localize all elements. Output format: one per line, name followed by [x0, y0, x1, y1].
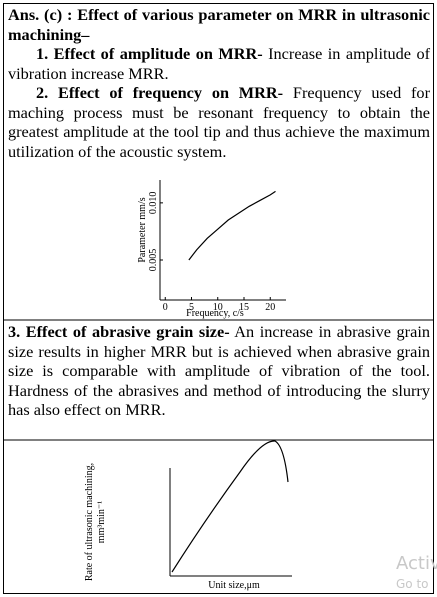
title-text: Ans. (c) : Effect of various parameter o…	[8, 5, 430, 44]
y-axis-label: Parameter mm/s	[137, 197, 148, 262]
watermark: Activ	[396, 553, 437, 574]
x-tick-label: 10	[213, 302, 223, 313]
section-text: An increase in abrasive grain size resul…	[8, 322, 430, 419]
watermark: Go to	[396, 577, 429, 591]
section-text: Increase in amplitude of vibration incre…	[8, 44, 431, 83]
section-heading: 2. Effect of frequency on MRR-	[36, 83, 284, 102]
title: Ans. (c) : Effect of various parameter o…	[8, 5, 430, 44]
x-tick-label: 5	[189, 302, 194, 313]
section-heading: 1. Effect of amplitude on MRR-	[36, 44, 263, 63]
y-tick-label: 0.005	[148, 249, 159, 272]
x-tick-label: 0	[163, 302, 168, 313]
section-text: Frequency used for maching process must …	[8, 83, 430, 161]
data-line	[188, 190, 276, 261]
curve	[171, 440, 289, 573]
x-tick-label: 15	[239, 302, 249, 313]
y-axis-label-box: Rate of ultrasonic machining, mm³min⁻¹	[84, 462, 107, 582]
section: 1. Effect of amplitude on MRR- Increase …	[8, 44, 430, 83]
y-tick-label: 0.010	[148, 192, 159, 215]
section: 3. Effect of abrasive grain size- An inc…	[8, 322, 430, 420]
section-heading: 3. Effect of abrasive grain size-	[8, 322, 230, 341]
x-tick-label: 20	[265, 302, 275, 313]
x-axis-label: Frequency, c/s	[186, 308, 244, 319]
border	[3, 3, 434, 594]
y-axis-label: Rate of ultrasonic machining, mm³min⁻¹	[84, 462, 107, 582]
section: 2. Effect of frequency on MRR- Frequency…	[8, 83, 430, 161]
x-axis-label: Unit size,μm	[208, 580, 260, 591]
